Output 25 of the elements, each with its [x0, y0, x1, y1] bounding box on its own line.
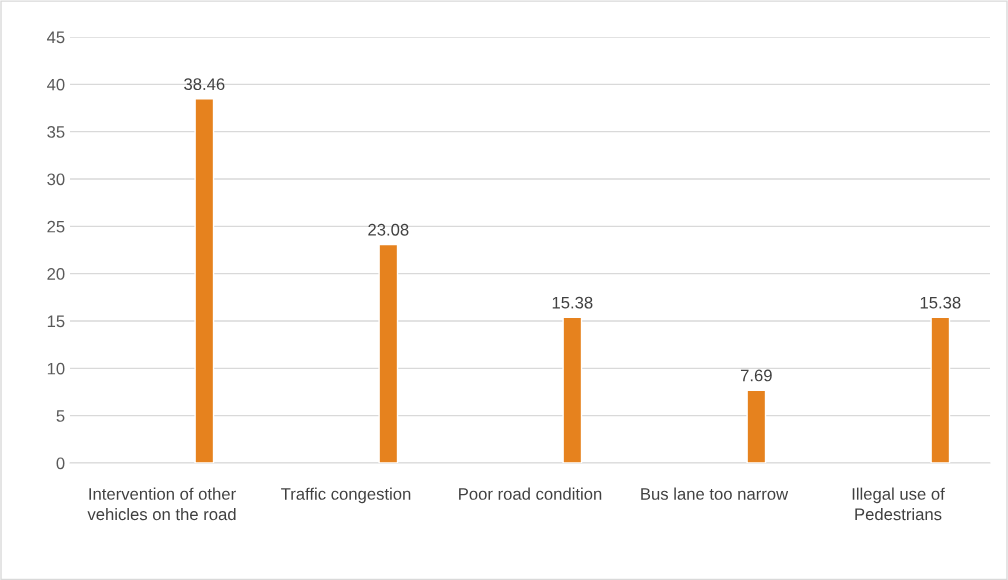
y-tick-label: 20	[47, 268, 65, 280]
x-tick-label: Intervention of other vehicles on the road	[87, 487, 236, 521]
bar	[746, 389, 767, 463]
y-tick-label: 30	[47, 173, 65, 186]
x-tick-label: Illegal use of Pedestrians	[852, 487, 945, 521]
data-label: 15.38	[552, 296, 593, 309]
y-tick-label: 0	[56, 457, 65, 470]
data-label: 38.46	[184, 78, 225, 91]
y-tick-label: 5	[56, 410, 65, 422]
data-label: 15.38	[920, 296, 961, 309]
x-tick-label: Poor road condition	[459, 487, 602, 500]
y-tick-label: 40	[46, 78, 65, 91]
x-tick-label: Traffic congestion	[281, 487, 411, 504]
y-tick-label: 25	[47, 220, 65, 233]
y-tick-label: 35	[47, 126, 65, 138]
x-tick-label: Bus lane too narrow	[641, 487, 789, 500]
data-label: 23.08	[368, 223, 409, 236]
y-tick-label: 45	[46, 31, 65, 44]
y-tick-label: 15	[47, 315, 65, 328]
data-label: 7.69	[740, 369, 772, 382]
bar	[378, 243, 399, 463]
bar	[194, 98, 215, 463]
y-tick-label: 10	[47, 362, 65, 375]
bar	[562, 316, 583, 463]
bar	[930, 316, 951, 463]
